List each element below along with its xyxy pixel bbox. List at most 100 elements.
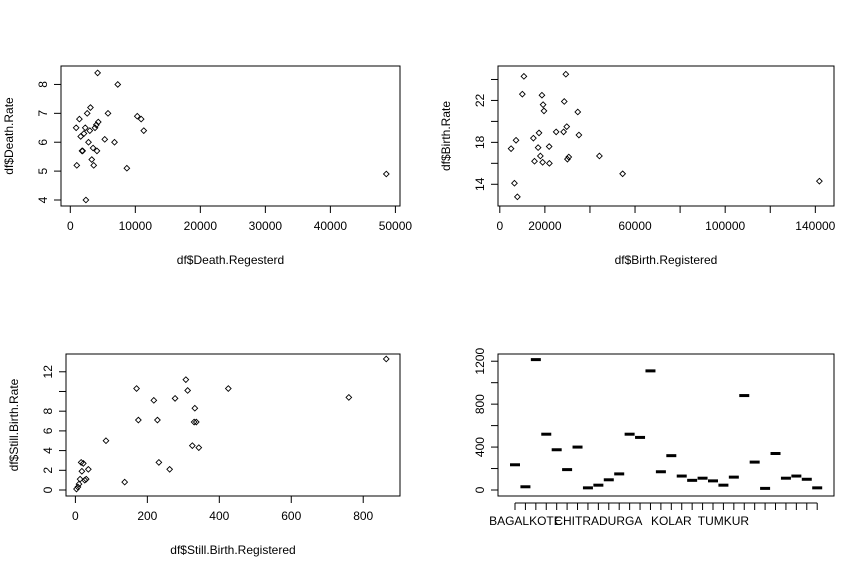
x-tick-label: 0 [496, 219, 503, 233]
y-tick-label: 6 [36, 139, 50, 146]
y-axis: 14 18 22 df$Birth.Rate [439, 78, 499, 191]
y-tick-label: 400 [473, 437, 487, 457]
x-tick-label: 10000 [119, 219, 153, 233]
y-tick-label: 0 [41, 486, 55, 493]
data-point [94, 118, 102, 126]
data-point [563, 123, 571, 131]
plot-frame [60, 65, 401, 207]
scatter-points [73, 355, 390, 493]
data-point [191, 404, 199, 412]
data-point [140, 127, 148, 135]
x-tick-label: 20000 [528, 219, 562, 233]
x-tick-label: 0 [72, 509, 79, 523]
data-point [538, 91, 546, 99]
x-tick-label: 20000 [184, 219, 218, 233]
x-tick-label: 400 [209, 509, 229, 523]
data-point [195, 444, 203, 452]
data-point [82, 475, 90, 483]
data-point [224, 385, 232, 392]
x-axis-title: df$Death.Regesterd [177, 253, 284, 267]
panel-death-rate-scatter: 0 10000 20000 30000 40000 50000 df$Death.Reges… [2, 65, 413, 267]
data-point [78, 147, 86, 155]
data-point [540, 107, 548, 115]
data-point [101, 135, 109, 143]
x-tick-label: 60000 [618, 219, 652, 233]
data-point [536, 152, 544, 160]
segments [510, 358, 823, 490]
data-point [81, 124, 89, 132]
y-axis-title: df$Death.Rate [2, 97, 16, 175]
data-point [85, 138, 92, 146]
y-tick-label: 4 [41, 447, 55, 454]
y-axis: 0 400 800 1200 [473, 348, 499, 493]
data-point [78, 467, 86, 475]
y-tick-label: 7 [36, 110, 50, 117]
data-point [89, 144, 97, 152]
data-point [75, 480, 83, 488]
data-point [560, 98, 568, 105]
x-tick-label: 800 [353, 509, 373, 523]
x-tick-label: 200 [137, 509, 157, 523]
data-point [79, 459, 87, 467]
x-tick-label: BAGALKOTE [489, 514, 562, 528]
data-point [565, 153, 573, 161]
x-tick-label: 140000 [795, 219, 835, 233]
data-point [531, 157, 538, 165]
y-tick-label: 1200 [473, 348, 487, 375]
data-point [83, 109, 91, 117]
data-point [562, 70, 570, 78]
y-tick-label: 4 [36, 196, 50, 203]
data-point [345, 393, 353, 401]
y-axis: 4 5 6 7 8 df$Death.Rate [2, 81, 62, 203]
data-point [153, 416, 161, 424]
data-point [84, 465, 92, 473]
x-axis-title: df$Still.Birth.Registered [170, 543, 295, 557]
data-point [545, 159, 553, 167]
y-tick-label: 0 [473, 486, 487, 493]
data-point [86, 127, 94, 135]
data-point [111, 138, 118, 146]
data-point [520, 72, 528, 80]
data-point [123, 164, 131, 172]
x-tick-label: 100000 [705, 219, 745, 233]
x-axis: 0 20000 60000 100000 140000 df$Birth.Register… [496, 205, 836, 267]
data-point [563, 155, 571, 163]
y-tick-label: 8 [36, 81, 50, 88]
x-tick-label: 40000 [314, 219, 348, 233]
scatter-points [72, 69, 390, 204]
data-point [94, 69, 102, 77]
y-axis-title: df$Birth.Rate [439, 101, 453, 171]
panel-birth-rate-scatter: 0 20000 60000 100000 140000 df$Birth.Register… [439, 65, 836, 267]
data-point [92, 121, 100, 129]
data-point [137, 115, 145, 123]
y-tick-label: 22 [473, 93, 487, 107]
plot-frame [497, 65, 835, 207]
data-point [76, 475, 84, 483]
data-point [93, 147, 101, 155]
data-point [535, 129, 543, 137]
data-point [507, 145, 515, 153]
data-point [150, 396, 158, 404]
data-point [619, 170, 627, 178]
x-tick-label: 600 [281, 509, 301, 523]
data-point [72, 124, 80, 132]
data-point [382, 355, 390, 363]
data-point [560, 128, 568, 136]
x-tick-label: 0 [67, 219, 74, 233]
y-tick-label: 14 [473, 177, 487, 191]
data-point [90, 161, 98, 169]
plot-frame [497, 353, 835, 497]
data-point [575, 131, 583, 139]
x-tick-label: 50000 [379, 219, 413, 233]
y-tick-label: 6 [41, 427, 55, 434]
x-axis: 0 10000 20000 30000 40000 50000 df$Death.Reges… [67, 205, 413, 267]
data-point [182, 376, 190, 384]
data-point [595, 152, 603, 160]
data-point [539, 158, 547, 166]
y-tick-label: 12 [41, 365, 55, 379]
data-point [552, 128, 560, 136]
data-point [192, 418, 200, 426]
